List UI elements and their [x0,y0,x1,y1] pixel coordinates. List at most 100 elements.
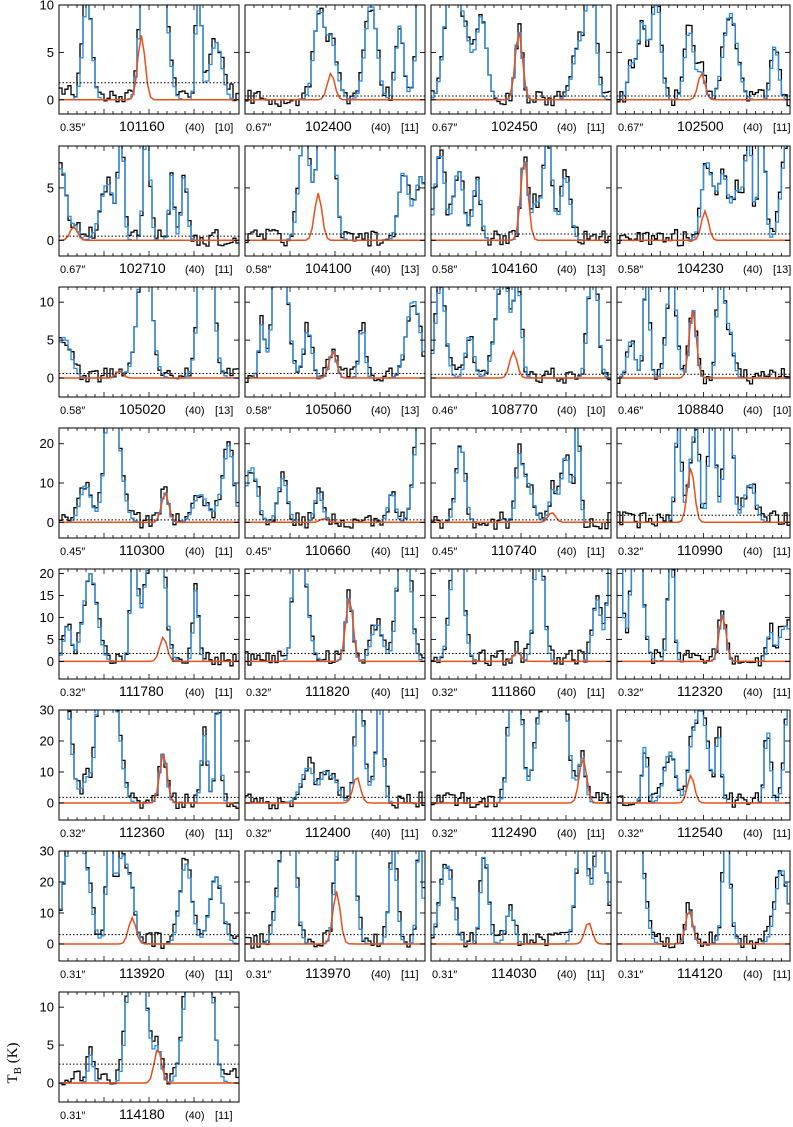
model-species-spectrum [617,615,790,663]
y-tick-label: 0 [47,654,54,669]
model-species-spectrum [59,35,239,101]
spectrum-panel: 0 10 20 30 0.31″ 113920 (40) [11] [40,844,240,981]
label-b: [11] [215,1110,233,1122]
label-b: [11] [215,687,233,699]
model-total-spectrum [59,428,239,523]
frequency-label: 104160 [491,260,538,276]
y-tick-label: 30 [40,844,54,859]
label-a: (40) [185,264,205,276]
label-a: (40) [743,546,763,558]
frequency-label: 105020 [119,401,166,417]
model-total-spectrum [622,569,790,663]
label-a: (40) [371,264,391,276]
frequency-label: 110300 [119,542,165,558]
frequency-label: 114180 [119,1106,165,1122]
beam-size-label: 0.46″ [432,405,457,417]
spectrum-panel: 0.31″ 113970 (40) [11] [244,850,426,981]
label-a: (40) [185,122,205,134]
frequency-label: 105060 [305,401,352,417]
spectrum-panel: 0.32″ 112400 (40) [11] [244,709,426,840]
spectrum-panel: 0.58″ 105060 (40) [13] [244,286,426,417]
label-b: [13] [401,405,419,417]
model-species-spectrum [431,922,611,945]
label-a: (40) [557,405,577,417]
y-tick-label: 5 [47,1038,54,1053]
label-b: [11] [587,828,605,840]
y-tick-label: 10 [40,1000,54,1015]
spectrum-panel: 0.31″ 114030 (40) [11] [430,850,612,981]
beam-size-label: 0.32″ [246,828,271,840]
frequency-label: 112540 [677,824,723,840]
beam-size-label: 0.45″ [246,546,271,558]
model-species-spectrum [59,635,239,663]
label-a: (40) [371,687,391,699]
frequency-label: 112490 [491,824,537,840]
beam-size-label: 0.32″ [60,828,85,840]
model-total-spectrum [617,5,790,101]
label-a: (40) [185,969,205,981]
frequency-label: 112360 [119,824,165,840]
beam-size-label: 0.31″ [60,1110,85,1122]
label-b: [11] [215,969,233,981]
observed-spectrum [59,146,239,247]
frequency-label: 108840 [677,401,724,417]
frequency-label: 112400 [305,824,351,840]
model-total-spectrum [245,428,417,523]
spectrum-panel: 0.45″ 110740 (40) [11] [430,427,612,558]
label-b: [11] [773,687,791,699]
observed-spectrum [245,710,425,810]
beam-size-label: 0.32″ [432,828,457,840]
label-a: (40) [185,687,205,699]
label-b: [11] [773,546,791,558]
model-species-spectrum [59,370,239,379]
y-tick-label: 5 [47,180,54,195]
label-b: [11] [401,687,419,699]
y-tick-label: 10 [40,0,54,13]
model-species-spectrum [245,891,425,945]
label-b: [11] [401,546,419,558]
beam-size-label: 0.58″ [60,405,85,417]
y-tick-label: 0 [47,936,54,951]
y-tick-label: 0 [47,92,54,107]
y-tick-label: 10 [40,610,54,625]
y-tick-label: 20 [40,733,54,748]
model-species-spectrum [245,349,425,379]
label-b: [11] [215,264,233,276]
beam-size-label: 0.32″ [60,687,85,699]
frequency-label: 111860 [491,683,536,699]
beam-size-label: 0.32″ [618,828,643,840]
label-b: [13] [401,264,419,276]
spectrum-panel: 0.31″ 114120 (40) [11] [616,850,791,981]
beam-size-label: 0.35″ [60,122,85,134]
y-tick-label: 0 [47,371,54,386]
beam-size-label: 0.67″ [432,122,457,134]
model-species-spectrum [431,32,611,101]
label-b: [11] [587,969,605,981]
label-b: [11] [401,969,419,981]
beam-size-label: 0.31″ [60,969,85,981]
label-a: (40) [185,828,205,840]
label-b: [11] [215,546,233,558]
model-total-spectrum [59,992,239,1084]
label-a: (40) [557,122,577,134]
panel-grid: 0 5 10 0.35″ 101160 (40) [10] 0.67″ 102400 (40) [1… [40,0,792,1122]
y-tick-label: 30 [40,703,54,718]
model-total-spectrum [59,569,239,663]
frequency-label: 113920 [119,965,165,981]
model-total-spectrum [67,710,239,804]
spectrum-panel: 0.46″ 108840 (40) [10] [616,286,791,417]
model-species-spectrum [431,650,611,663]
model-species-spectrum [617,467,790,524]
model-species-spectrum [617,310,790,379]
observed-spectrum [622,569,790,667]
label-a: (40) [557,546,577,558]
model-species-spectrum [59,753,239,804]
spectrum-panel: 0.67″ 102400 (40) [11] [244,4,426,134]
label-a: (40) [185,546,205,558]
frequency-label: 111820 [305,683,350,699]
y-tick-label: 10 [40,476,54,491]
spectrum-panel: 0 10 20 0.45″ 110300 (40) [11] [40,427,240,558]
label-b: [11] [587,687,605,699]
model-total-spectrum [431,428,611,523]
beam-size-label: 0.58″ [618,264,643,276]
